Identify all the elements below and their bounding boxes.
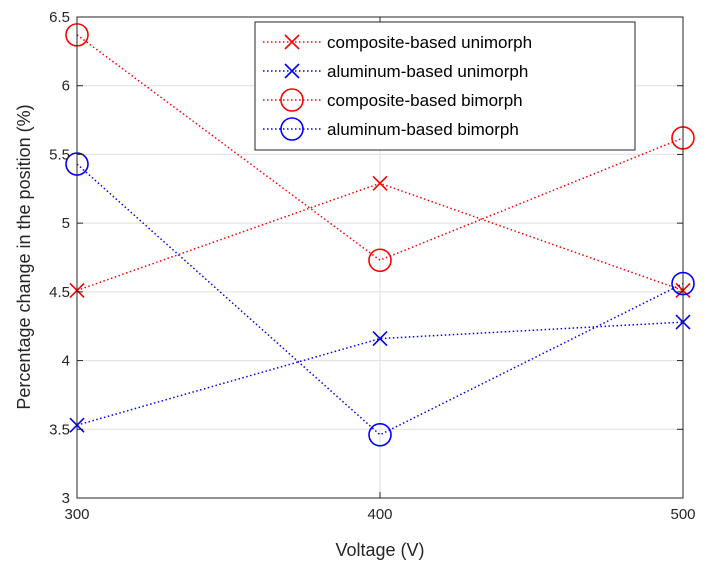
axis-ticks: 3 3.5 4 4.5 5 5.5 6 6.5 300 400 500 — [49, 9, 695, 523]
y-tick-label: 3 — [62, 490, 70, 507]
y-tick-label: 4 — [62, 353, 70, 370]
y-tick-label: 6 — [62, 78, 70, 95]
legend-item: composite-based bimorph — [263, 88, 523, 112]
y-tick-label: 6.5 — [49, 9, 70, 26]
legend-label: composite-based bimorph — [327, 91, 523, 110]
legend-label: aluminum-based unimorph — [327, 62, 528, 81]
y-axis-label: Percentage change in the position (%) — [14, 104, 34, 409]
series-line — [76, 321, 684, 426]
x-tick-label: 400 — [367, 506, 392, 523]
y-tick-label: 3.5 — [49, 421, 70, 438]
legend-marker — [284, 63, 300, 79]
legend-item: aluminum-based unimorph — [263, 62, 528, 81]
legend-marker — [284, 34, 300, 50]
legend-item: composite-based unimorph — [263, 33, 532, 52]
x-axis-label: Voltage (V) — [335, 540, 424, 560]
legend-box — [254, 21, 636, 151]
y-tick-label: 5 — [62, 215, 70, 232]
data-point — [372, 175, 388, 191]
legend-marker — [280, 117, 304, 141]
y-tick-label: 5.5 — [49, 146, 70, 163]
data-point — [368, 248, 392, 273]
legend-item: aluminum-based bimorph — [263, 117, 519, 141]
series-line — [76, 163, 684, 436]
data-point — [372, 331, 388, 347]
data-point — [368, 422, 392, 447]
legend-label: aluminum-based bimorph — [327, 120, 519, 139]
x-tick-label: 300 — [64, 506, 89, 523]
legend: composite-based unimorph aluminum-based u… — [254, 21, 636, 151]
y-tick-label: 4.5 — [49, 284, 70, 301]
x-tick-label: 500 — [670, 506, 695, 523]
legend-marker — [280, 88, 304, 112]
legend-label: composite-based unimorph — [327, 33, 532, 52]
